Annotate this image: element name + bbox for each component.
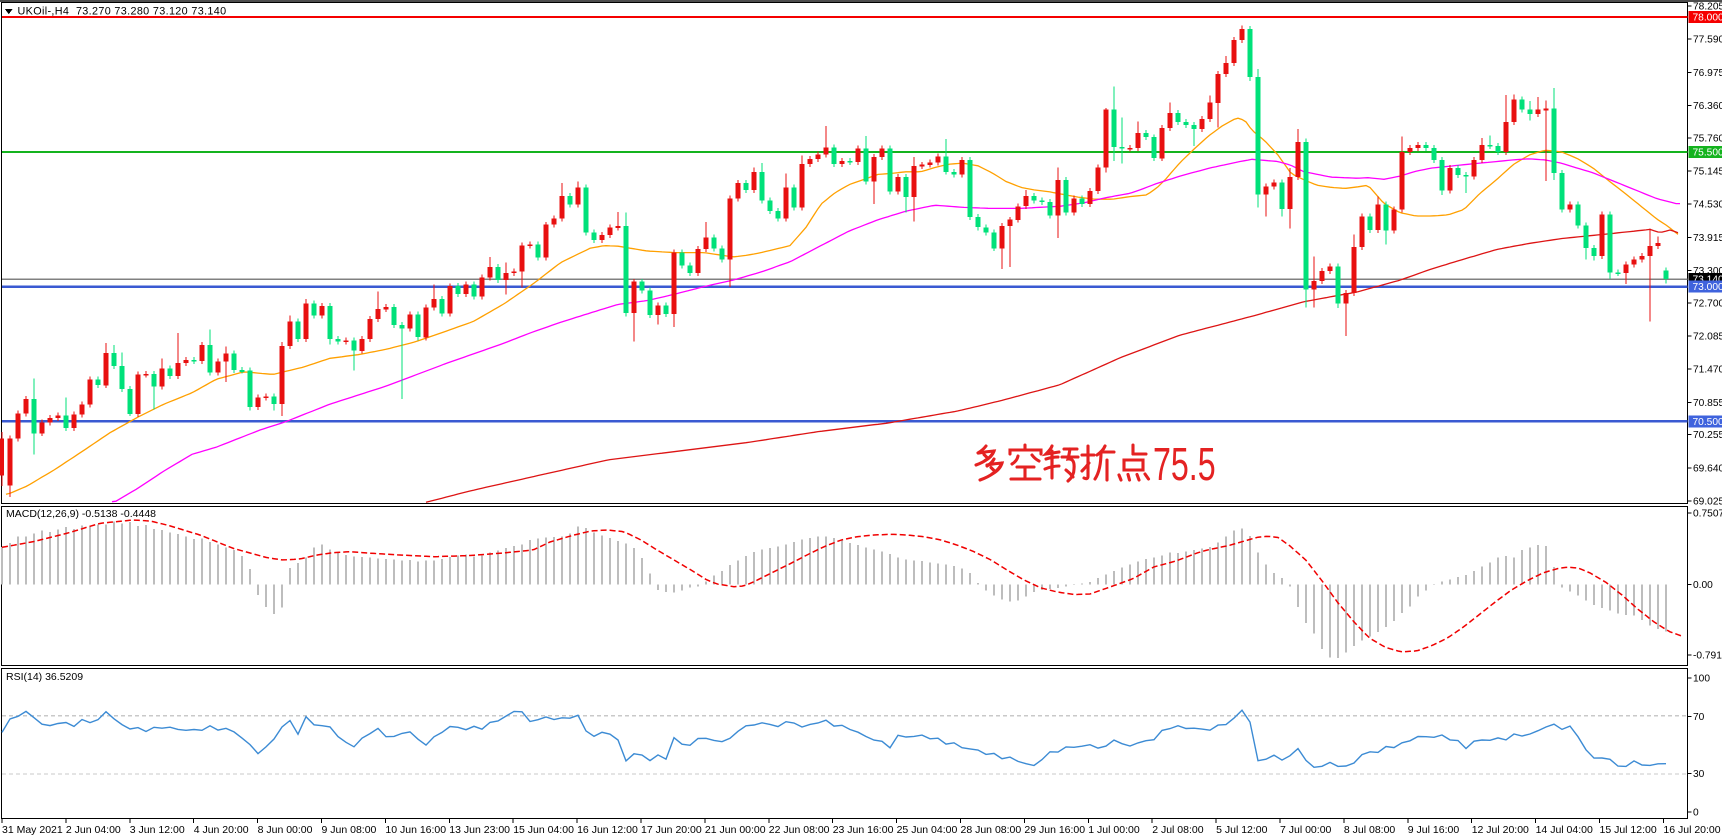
svg-text:73.000: 73.000 [1693,282,1722,293]
svg-text:7 Jul 00:00: 7 Jul 00:00 [1280,824,1332,836]
svg-text:75.500: 75.500 [1693,147,1722,158]
svg-text:8 Jun 00:00: 8 Jun 00:00 [258,824,313,836]
svg-text:13 Jun 23:00: 13 Jun 23:00 [449,824,510,836]
svg-text:15 Jul 12:00: 15 Jul 12:00 [1600,824,1657,836]
svg-text:12 Jul 20:00: 12 Jul 20:00 [1472,824,1529,836]
svg-text:74.530: 74.530 [1693,200,1722,211]
svg-text:75.145: 75.145 [1693,166,1722,177]
svg-text:3 Jun 12:00: 3 Jun 12:00 [130,824,185,836]
svg-text:21 Jun 00:00: 21 Jun 00:00 [705,824,766,836]
svg-text:70.855: 70.855 [1693,398,1722,409]
svg-text:1 Jul 00:00: 1 Jul 00:00 [1088,824,1140,836]
svg-text:69.640: 69.640 [1693,463,1722,474]
svg-text:30: 30 [1693,769,1705,780]
svg-text:UKOil-,H4 73.270 73.280 73.12: UKOil-,H4 73.270 73.280 73.120 73.140 [18,6,227,18]
svg-text:73.140: 73.140 [1693,275,1722,286]
svg-text:76.360: 76.360 [1693,101,1722,112]
svg-text:9 Jun 08:00: 9 Jun 08:00 [322,824,377,836]
svg-text:0.7507: 0.7507 [1693,509,1722,520]
svg-text:70.500: 70.500 [1693,417,1722,428]
svg-text:75.5: 75.5 [1153,439,1216,490]
svg-text:70: 70 [1693,712,1705,723]
svg-text:25 Jun 04:00: 25 Jun 04:00 [897,824,958,836]
svg-text:100: 100 [1693,674,1710,685]
svg-text:70.255: 70.255 [1693,430,1722,441]
svg-text:MACD(12,26,9) -0.5138 -0.4448: MACD(12,26,9) -0.5138 -0.4448 [6,508,156,520]
svg-text:71.470: 71.470 [1693,365,1722,376]
svg-text:78.000: 78.000 [1693,13,1722,24]
svg-text:31 May 2021: 31 May 2021 [2,824,63,836]
svg-text:23 Jun 16:00: 23 Jun 16:00 [833,824,894,836]
svg-text:69.025: 69.025 [1693,496,1722,507]
svg-text:73.915: 73.915 [1693,233,1722,244]
svg-text:17 Jun 20:00: 17 Jun 20:00 [641,824,702,836]
svg-text:29 Jun 16:00: 29 Jun 16:00 [1024,824,1085,836]
svg-text:4 Jun 20:00: 4 Jun 20:00 [194,824,249,836]
svg-text:2 Jun 04:00: 2 Jun 04:00 [66,824,121,836]
svg-text:14 Jul 04:00: 14 Jul 04:00 [1536,824,1593,836]
svg-text:-0.7918: -0.7918 [1693,650,1722,661]
svg-text:77.590: 77.590 [1693,35,1722,46]
svg-text:0.00: 0.00 [1693,580,1713,591]
svg-text:15 Jun 04:00: 15 Jun 04:00 [513,824,574,836]
svg-text:5 Jul 12:00: 5 Jul 12:00 [1216,824,1268,836]
svg-text:73.300: 73.300 [1693,266,1722,277]
svg-text:72.085: 72.085 [1693,331,1722,342]
svg-text:22 Jun 08:00: 22 Jun 08:00 [769,824,830,836]
svg-text:72.700: 72.700 [1693,298,1722,309]
svg-text:78.205: 78.205 [1693,1,1722,12]
svg-text:10 Jun 16:00: 10 Jun 16:00 [385,824,446,836]
svg-text:2 Jul 08:00: 2 Jul 08:00 [1152,824,1204,836]
svg-text:76.975: 76.975 [1693,68,1722,79]
svg-text:16 Jun 12:00: 16 Jun 12:00 [577,824,638,836]
svg-text:0: 0 [1693,808,1699,819]
svg-text:16 Jul 20:00: 16 Jul 20:00 [1663,824,1720,836]
svg-text:8 Jul 08:00: 8 Jul 08:00 [1344,824,1396,836]
svg-text:75.760: 75.760 [1693,133,1722,144]
svg-text:28 Jun 08:00: 28 Jun 08:00 [961,824,1022,836]
svg-text:RSI(14) 36.5209: RSI(14) 36.5209 [6,671,83,683]
svg-text:9 Jul 16:00: 9 Jul 16:00 [1408,824,1460,836]
